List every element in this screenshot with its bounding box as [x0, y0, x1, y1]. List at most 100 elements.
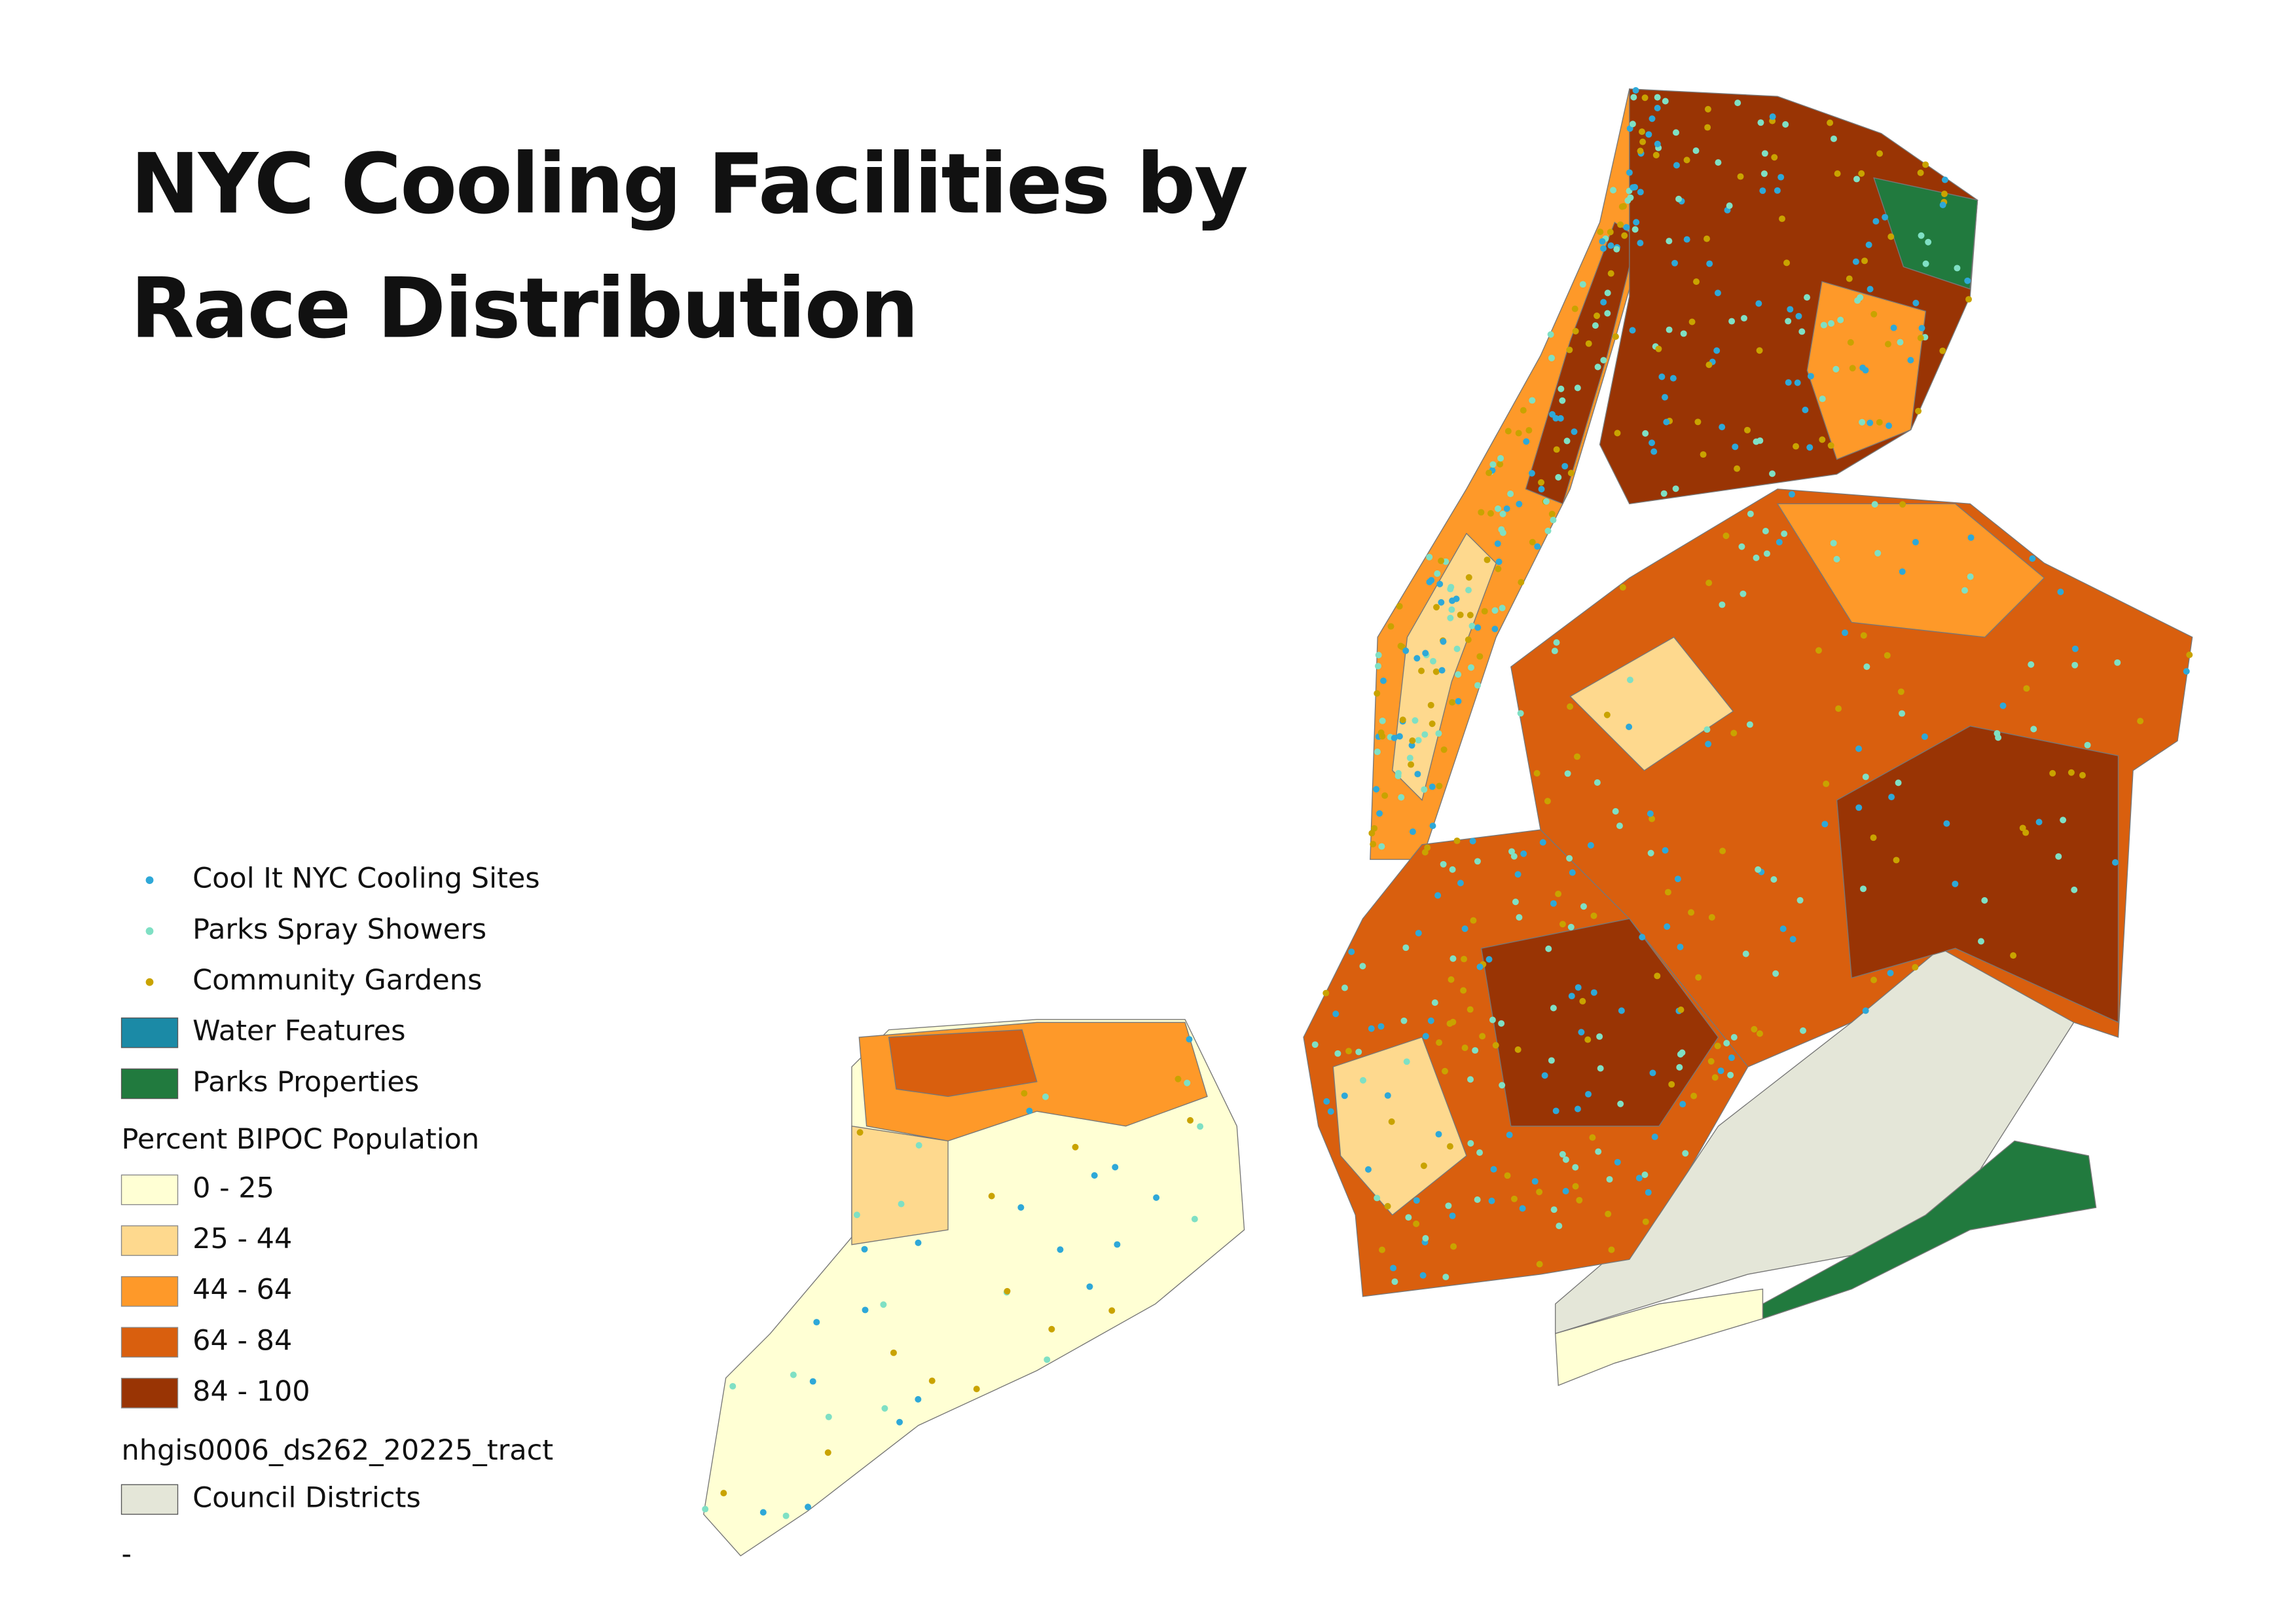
map-point	[1431, 999, 1438, 1006]
map-point	[1694, 418, 1702, 426]
map-point	[1430, 657, 1436, 665]
map-point	[1832, 365, 1840, 373]
map-point	[1345, 1048, 1353, 1055]
map-point	[1567, 923, 1575, 931]
map-point	[759, 1509, 767, 1516]
map-point	[1612, 333, 1619, 340]
map-point	[1510, 853, 1518, 860]
map-point	[1453, 595, 1460, 602]
map-point	[1544, 527, 1552, 534]
map-point	[1571, 305, 1578, 312]
map-point	[1563, 437, 1571, 445]
map-point	[1561, 462, 1569, 470]
map-point	[1153, 1194, 1160, 1201]
map-point	[1388, 1118, 1395, 1125]
map-point	[1760, 170, 1768, 177]
map-point	[1787, 306, 1794, 313]
map-point	[1491, 625, 1499, 633]
map-point	[1647, 810, 1654, 817]
map-point	[1887, 969, 1894, 976]
map-point	[1626, 724, 1633, 730]
map-point	[1360, 1077, 1366, 1084]
map-point	[1605, 1210, 1612, 1217]
map-point	[1468, 622, 1476, 629]
map-point	[1589, 1134, 1596, 1141]
map-point	[1779, 925, 1787, 932]
map-point	[896, 1418, 903, 1426]
breezy-point	[1555, 1288, 1764, 1386]
map-point	[1890, 324, 1897, 331]
legend-label: Council Districts	[192, 1481, 421, 1514]
map-point	[1585, 1090, 1592, 1098]
map-point	[1899, 710, 1906, 717]
map-point	[1757, 1030, 1763, 1037]
map-point	[1763, 550, 1770, 557]
map-point	[1508, 848, 1516, 855]
map-point	[1695, 974, 1702, 981]
map-point	[1897, 339, 1904, 346]
map-point	[702, 1505, 709, 1513]
map-point	[1460, 987, 1467, 994]
map-point	[1538, 486, 1545, 492]
map-point	[1368, 1025, 1375, 1032]
map-point	[1026, 1107, 1033, 1115]
map-point	[1438, 557, 1445, 564]
map-point	[1469, 838, 1476, 845]
map-point	[1529, 397, 1536, 404]
map-point	[1191, 1215, 1198, 1223]
map-point	[1427, 701, 1434, 709]
map-point	[1995, 734, 2002, 741]
map-point	[1642, 1218, 1649, 1225]
map-point	[1453, 837, 1461, 844]
map-point	[1413, 655, 1421, 662]
map-point	[813, 1319, 820, 1326]
map-point	[1865, 241, 1872, 248]
map-point	[1834, 170, 1841, 177]
legend-swatch	[120, 1378, 179, 1409]
map-point	[1717, 1067, 1724, 1075]
map-point	[1491, 607, 1499, 614]
map-point	[1594, 779, 1601, 786]
map-point	[1442, 1274, 1449, 1281]
map-point	[1867, 286, 1874, 293]
map-point	[1495, 558, 1503, 565]
map-point	[1519, 1205, 1526, 1212]
map-point	[1849, 365, 1856, 372]
map-point	[1112, 1164, 1119, 1171]
map-point	[1870, 834, 1877, 841]
map-point	[1485, 956, 1493, 963]
map-point	[1782, 120, 1789, 128]
map-point	[1779, 215, 1785, 223]
tract-cluster	[1776, 503, 2045, 638]
map-point	[1662, 847, 1669, 854]
map-point	[1461, 955, 1468, 963]
map-point	[1828, 320, 1834, 327]
map-point	[1409, 737, 1416, 745]
map-point	[1512, 898, 1519, 906]
map-point	[1677, 1006, 1685, 1013]
map-point	[1384, 1092, 1391, 1099]
map-point	[1057, 1246, 1064, 1253]
map-point	[1474, 858, 1481, 865]
map-point	[1683, 157, 1690, 164]
map-point	[1794, 379, 1801, 386]
map-point	[1584, 1036, 1592, 1043]
map-point	[1967, 573, 1974, 580]
map-point	[1912, 538, 1919, 545]
map-point	[1559, 397, 1566, 404]
map-point	[1044, 1356, 1051, 1363]
map-point	[1632, 87, 1639, 94]
map-point	[1374, 1194, 1381, 1202]
map-point	[1677, 1051, 1684, 1058]
map-point	[1654, 140, 1661, 147]
map-point	[1594, 363, 1601, 371]
map-point	[1785, 318, 1792, 325]
map-point	[1484, 556, 1491, 563]
map-point	[861, 1246, 868, 1253]
map-point	[1550, 1005, 1557, 1012]
map-point	[1398, 794, 1405, 801]
map-point	[1730, 729, 1738, 737]
map-point	[898, 1200, 905, 1208]
map-point	[1662, 394, 1668, 401]
map-point	[1488, 1197, 1495, 1204]
